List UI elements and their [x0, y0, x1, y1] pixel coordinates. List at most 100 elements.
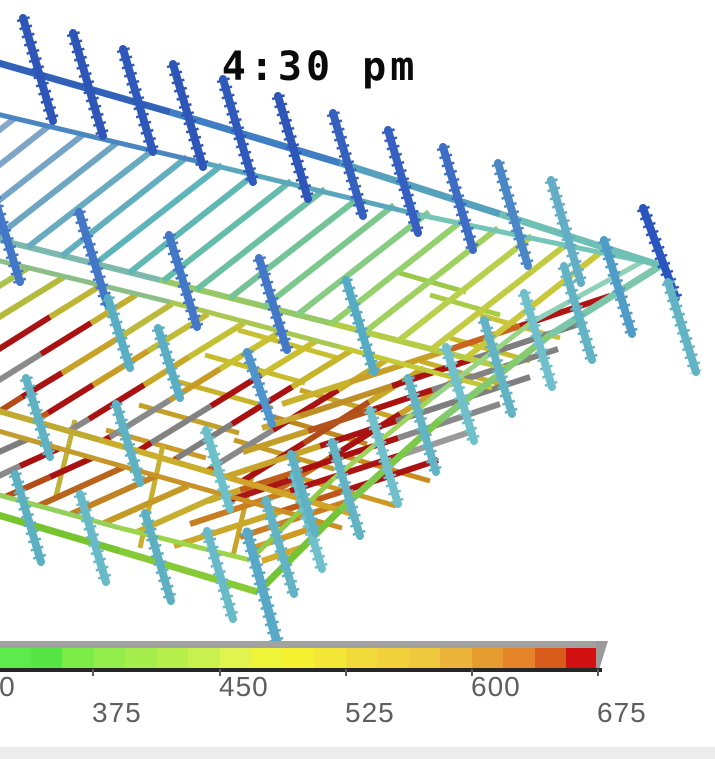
- beam-segment: [403, 429, 471, 457]
- truss-post-ribs: [199, 428, 237, 511]
- beam-segment: [224, 443, 321, 480]
- truss-post: [203, 527, 237, 623]
- beam-segment: [281, 379, 351, 407]
- truss-post-ribs: [19, 376, 57, 459]
- beam-segment: [161, 178, 293, 284]
- beam-segment: [173, 508, 283, 549]
- truss-post-ribs: [271, 94, 315, 201]
- beam-segment: [48, 283, 102, 320]
- beam-segment: [169, 299, 341, 350]
- beam-segment: [365, 387, 433, 415]
- beam-segment: [48, 455, 94, 480]
- beam-segment: [224, 492, 343, 531]
- beam-segment: [39, 320, 93, 357]
- beam-segment: [430, 320, 534, 400]
- beam-segment: [171, 377, 273, 411]
- beam-segment: [307, 409, 367, 434]
- truss-post: [0, 202, 24, 286]
- beam-segment: [396, 233, 534, 344]
- beam-segment: [0, 112, 201, 165]
- beam-segment: [228, 194, 362, 301]
- truss-post: [75, 208, 111, 308]
- truss-post: [76, 490, 110, 586]
- beam-segment: [530, 259, 644, 325]
- truss-post-ribs: [381, 128, 425, 235]
- beam-segment: [548, 263, 662, 338]
- beam-segment: [259, 338, 318, 378]
- beam-segment: [46, 382, 95, 416]
- truss-post-ribs: [116, 47, 160, 154]
- beam-segment: [3, 474, 52, 500]
- page-title: 4:30 pm: [221, 44, 419, 90]
- beam-segment: [0, 351, 43, 384]
- beam-segment: [194, 186, 327, 293]
- truss-post: [366, 406, 402, 508]
- beam-segment: [0, 394, 24, 414]
- beam-segment: [0, 123, 51, 169]
- beam-segment: [229, 475, 357, 518]
- truss-post-ribs: [661, 280, 703, 374]
- beam-segment: [127, 170, 258, 276]
- beam-segment: [255, 507, 343, 595]
- truss-post: [520, 289, 556, 391]
- beam-segment: [189, 488, 291, 527]
- truss-post-ribs: [216, 77, 260, 184]
- beam-segment: [295, 209, 431, 318]
- beam-segment: [60, 336, 119, 376]
- truss-post: [328, 438, 364, 540]
- beam-segment: [261, 413, 301, 431]
- beam-segment: [0, 436, 30, 455]
- truss-post: [165, 231, 201, 331]
- beam-segment: [102, 483, 190, 526]
- window-edge-strip: [0, 747, 715, 759]
- beam-segment: [187, 320, 246, 360]
- beam-segment: [0, 463, 22, 479]
- beam-segment: [262, 202, 396, 310]
- beam-segment: [429, 292, 501, 318]
- truss-post-ribs: [284, 452, 322, 535]
- beam-segment: [93, 162, 224, 267]
- beam-segment: [168, 108, 342, 167]
- beam-segment: [115, 301, 174, 342]
- beam-segment: [36, 464, 126, 509]
- truss-post-ribs: [66, 31, 110, 138]
- beam-segment: [419, 212, 657, 267]
- beam-segment: [242, 428, 309, 455]
- truss-post: [141, 509, 175, 605]
- beam-segment: [0, 314, 52, 352]
- beam-segment: [99, 457, 226, 498]
- truss-post-ribs: [151, 326, 187, 400]
- truss-post: [404, 374, 440, 476]
- beam-segment: [0, 274, 66, 321]
- truss-post-ribs: [491, 161, 535, 268]
- truss-post: [243, 348, 276, 428]
- beam-segment: [91, 348, 150, 388]
- truss-post: [255, 254, 291, 354]
- beam-segment: [199, 159, 421, 218]
- beam-segment: [0, 492, 121, 531]
- truss-post-ribs: [326, 111, 370, 218]
- truss-post-ribs: [544, 178, 588, 285]
- beam-segment: [119, 525, 251, 563]
- beam-segment: [290, 347, 354, 390]
- beam-segment: [119, 547, 259, 596]
- beam-segment: [0, 131, 86, 204]
- beam-segment: [397, 401, 501, 441]
- truss-post-ribs: [166, 62, 210, 169]
- truss-post: [560, 262, 596, 364]
- beam-segment: [216, 427, 275, 467]
- truss-post: [242, 527, 286, 662]
- beam-segment: [0, 139, 120, 239]
- truss-post-ribs: [101, 296, 137, 370]
- truss-post: [11, 470, 45, 566]
- beam-segment: [349, 349, 443, 385]
- beam-segment: [430, 241, 569, 352]
- beam-segment: [498, 210, 664, 270]
- truss-post-ribs: [436, 145, 480, 252]
- beam-segment: [441, 323, 521, 355]
- truss-post: [442, 343, 478, 445]
- beam-segment: [281, 486, 351, 514]
- beam-segment: [299, 383, 393, 419]
- truss-post: [480, 316, 516, 418]
